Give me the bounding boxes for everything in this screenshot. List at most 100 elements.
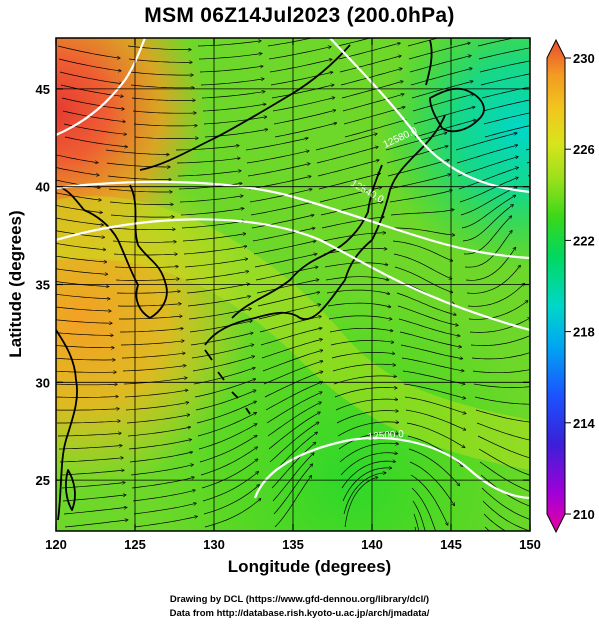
- streamline: [202, 104, 266, 112]
- streamline: [478, 448, 530, 476]
- streamline: [473, 383, 530, 388]
- streamline: [332, 364, 395, 372]
- streamline: [246, 151, 309, 164]
- colorbar-tick-label: 214: [573, 416, 595, 431]
- streamline: [112, 241, 176, 242]
- grid: [55, 38, 531, 531]
- streamline: [180, 208, 244, 216]
- streamline: [56, 357, 115, 360]
- streamline: [458, 168, 518, 190]
- streamline: [134, 137, 198, 139]
- streamline: [63, 507, 127, 515]
- streamline: [127, 427, 190, 437]
- streamline: [253, 241, 316, 255]
- x-axis-label: Longitude (degrees): [227, 557, 392, 576]
- streamline: [270, 72, 333, 86]
- streamline: [481, 487, 530, 520]
- x-tick-label: 140: [361, 537, 383, 552]
- streamline: [344, 477, 378, 528]
- streamline: [62, 110, 125, 122]
- streamline: [463, 216, 511, 255]
- streamline: [130, 465, 193, 476]
- streamline: [57, 433, 121, 437]
- streamline: [271, 85, 334, 99]
- streamline: [410, 68, 472, 86]
- streamline: [109, 201, 173, 205]
- chart-title: MSM 06Z14Jul2023 (200.0hPa): [144, 4, 455, 27]
- streamline: [338, 43, 400, 60]
- streamline: [325, 276, 389, 280]
- streamline: [204, 499, 261, 528]
- streamline: [477, 435, 530, 459]
- x-tick-label: 125: [124, 537, 146, 552]
- streamline: [410, 474, 448, 525]
- streamline: [183, 246, 247, 255]
- streamline: [342, 94, 404, 112]
- streamline: [106, 162, 170, 167]
- x-tick-label: 135: [282, 537, 304, 552]
- streamline: [344, 120, 406, 138]
- streamline: [412, 94, 474, 112]
- streamline: [328, 315, 392, 319]
- axis-tick-labels: 120 125 130 135 140 145 150 25 30 35 40 45: [36, 82, 541, 552]
- streamline: [114, 267, 178, 268]
- coast-primorye: [139, 44, 351, 171]
- streamline: [56, 230, 104, 237]
- streamline: [266, 392, 322, 424]
- x-tick-label: 145: [440, 537, 462, 552]
- streamline: [260, 328, 322, 346]
- streamline: [126, 415, 189, 424]
- streamline: [398, 318, 460, 336]
- streamline: [251, 215, 314, 229]
- streamline: [471, 352, 530, 360]
- streamline: [61, 483, 125, 489]
- streamline: [321, 217, 384, 229]
- colorbar-tick-label: 210: [573, 507, 595, 522]
- colorbar: 230 226 222 218 214 210: [546, 38, 595, 534]
- streamline: [482, 500, 530, 531]
- streamline: [250, 202, 313, 216]
- streamline: [324, 262, 388, 268]
- coast-china-south: [56, 329, 78, 521]
- streamline: [201, 459, 258, 489]
- streamline: [185, 271, 248, 281]
- contour-2: [56, 218, 530, 332]
- streamline: [56, 179, 100, 188]
- streamline: [268, 47, 331, 60]
- streamline: [124, 390, 188, 398]
- streamline: [403, 383, 465, 398]
- contour-4: [329, 38, 530, 194]
- streamline: [58, 446, 122, 450]
- streamline: [404, 396, 466, 414]
- streamline: [481, 86, 530, 99]
- streamline: [107, 175, 171, 180]
- streamline: [392, 227, 455, 235]
- credit-data: Data from http://database.rish.kyoto-u.a…: [169, 608, 430, 619]
- streamline: [457, 157, 518, 177]
- streamline: [335, 399, 397, 411]
- contour-5: [253, 436, 530, 500]
- axis-ticks: [55, 38, 531, 531]
- streamline: [392, 240, 452, 261]
- coast-korea-china: [61, 184, 168, 319]
- streamline: [56, 255, 107, 262]
- streamline: [245, 138, 308, 151]
- streamline: [396, 292, 456, 315]
- coast-japan-sea-side: [231, 164, 383, 319]
- streamline: [132, 110, 196, 113]
- streamline: [202, 472, 258, 502]
- x-tick-label: 150: [519, 537, 541, 552]
- streamline: [64, 520, 128, 528]
- streamline: [197, 41, 261, 47]
- streamline: [401, 357, 464, 371]
- streamline: [341, 461, 395, 489]
- streamline: [464, 231, 512, 268]
- streamline: [480, 73, 530, 86]
- streamline: [468, 301, 528, 320]
- streamline: [315, 134, 377, 151]
- streamline: [393, 253, 452, 279]
- streamline: [316, 147, 378, 164]
- streamline: [120, 341, 184, 346]
- streamline: [252, 228, 315, 242]
- streamline: [105, 149, 169, 155]
